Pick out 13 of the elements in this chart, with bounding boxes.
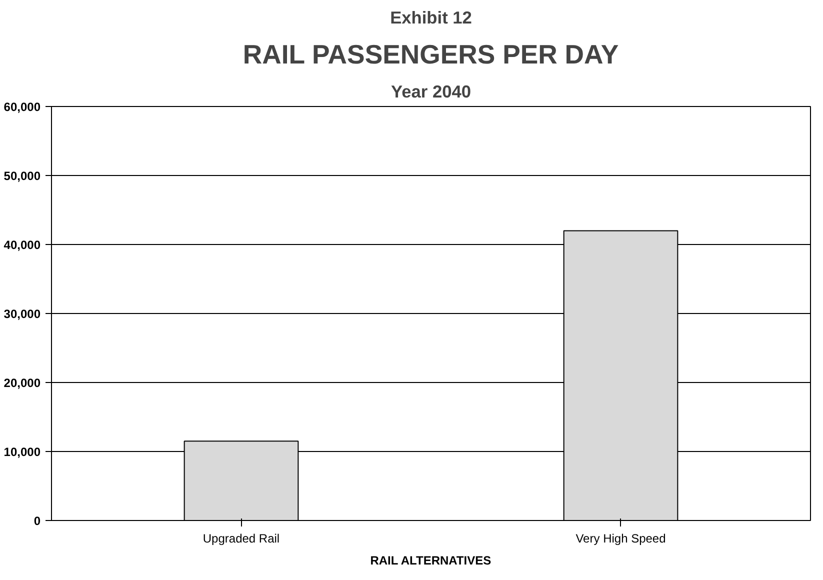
x-tick-label: Very High Speed xyxy=(576,532,666,546)
y-tick-label: 20,000 xyxy=(4,376,41,390)
x-tick-label: Upgraded Rail xyxy=(202,532,280,546)
y-tick-label: 60,000 xyxy=(4,100,41,114)
y-tick-label: 30,000 xyxy=(4,307,41,321)
chart-subtitle: Year 2040 xyxy=(391,82,471,102)
x-axis-title: RAIL ALTERNATIVES xyxy=(370,554,492,568)
y-tick-label: 40,000 xyxy=(4,238,41,252)
y-tick-label: 50,000 xyxy=(4,169,41,183)
y-tick-label: 10,000 xyxy=(4,445,41,459)
text: Exhibit 12 xyxy=(390,8,472,28)
y-tick-label: 0 xyxy=(34,514,41,528)
chart-title: RAIL PASSENGERS PER DAY xyxy=(242,40,619,70)
